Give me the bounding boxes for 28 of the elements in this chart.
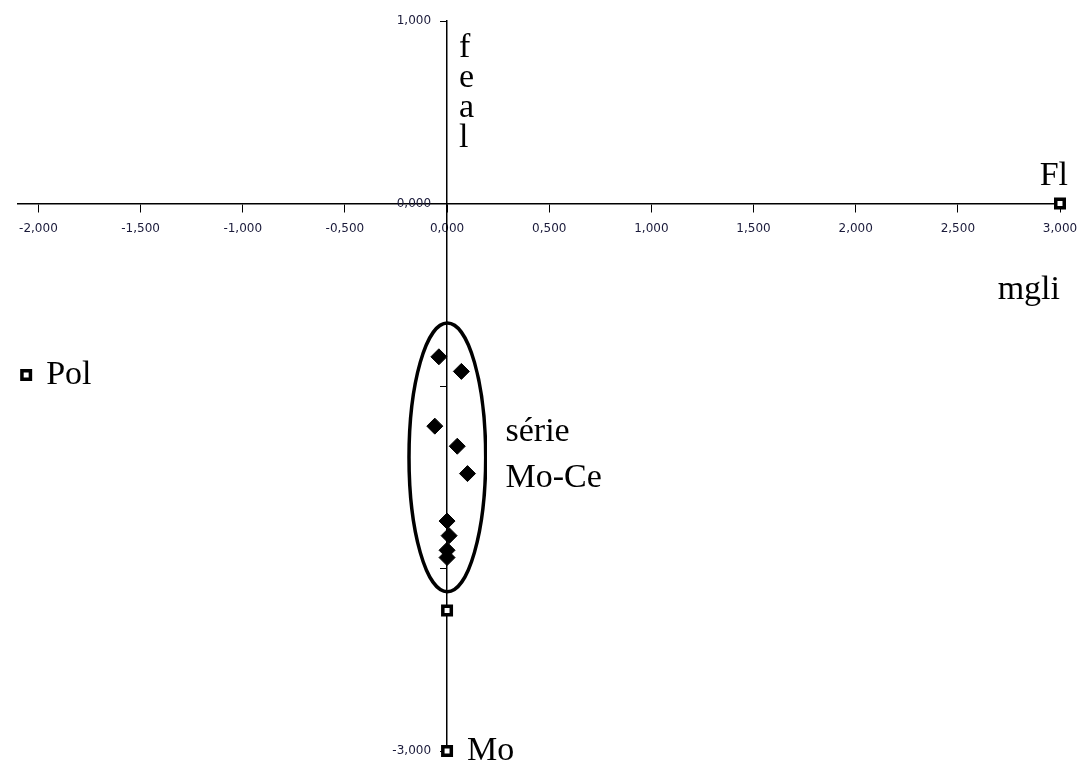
x-tick-label: 1,000 [634, 220, 669, 235]
point [448, 437, 466, 455]
x-tick-label: -1,500 [121, 220, 160, 235]
x-tick-label: 2,000 [838, 220, 873, 235]
x-tick-label: 0,500 [532, 220, 567, 235]
x-tick-label: -0,500 [325, 220, 365, 235]
x-tick-label: 3,000 [1042, 220, 1078, 235]
y-axis-title: feal [459, 26, 475, 154]
y-tick-label: -3,000 [392, 743, 432, 758]
point [426, 417, 444, 435]
annotation: série Mo-Ce [505, 411, 602, 495]
point [441, 604, 454, 617]
annotation: Pol [46, 353, 92, 391]
x-tick-label: 1,500 [736, 220, 771, 235]
point [441, 745, 454, 757]
point [440, 527, 458, 545]
annotation: Fl [1039, 155, 1068, 193]
point [458, 465, 476, 483]
point [438, 512, 456, 530]
x-tick-label: 2,500 [940, 220, 976, 235]
y-tick-label: 1,000 [396, 13, 432, 28]
x-axis-title: mgli [997, 269, 1060, 307]
annotation: Mo [467, 729, 515, 767]
x-tick-label: -2,000 [19, 220, 58, 235]
point [20, 369, 33, 382]
point [430, 348, 448, 366]
point [452, 362, 470, 380]
x-tick-label: -1,000 [223, 220, 263, 235]
